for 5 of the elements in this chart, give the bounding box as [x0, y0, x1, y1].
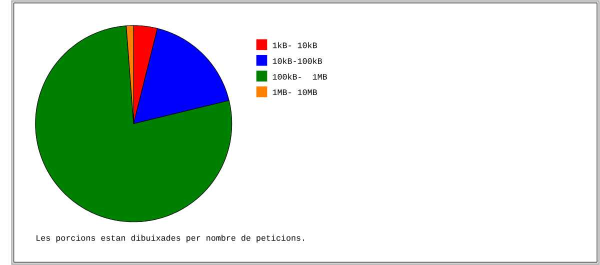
- legend-label: 1kB- 10kB: [272, 42, 318, 48]
- legend-label: 10kB-100kB: [272, 58, 322, 64]
- text: Les porcions estan dibuixades per nombre de peticions.: [36, 234, 304, 242]
- legend-label: 1MB- 10MB: [272, 89, 318, 96]
- legend-label: 100kB- 1MB: [272, 73, 328, 80]
